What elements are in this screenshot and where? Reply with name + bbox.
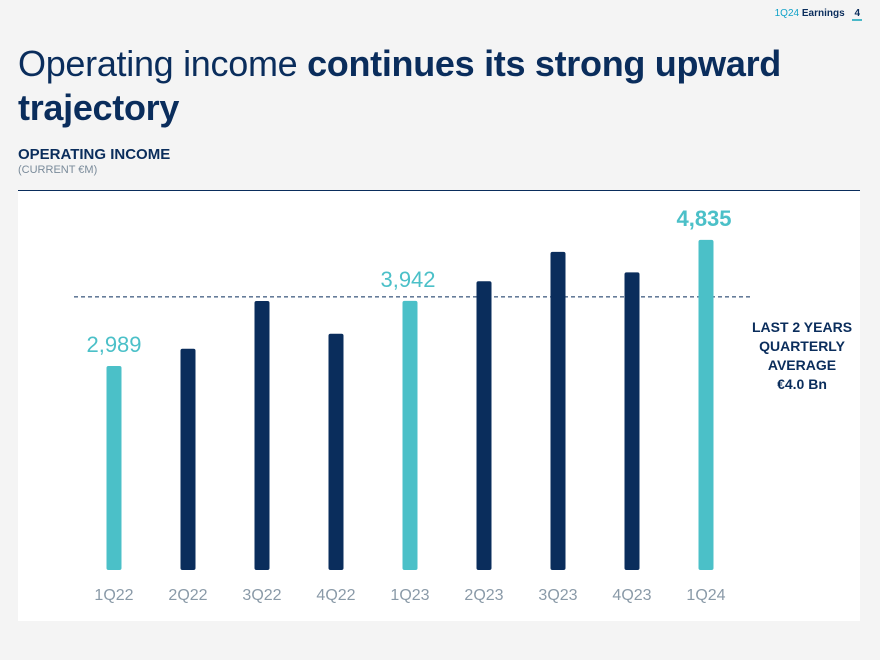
average-label-line: QUARTERLY [759, 338, 845, 354]
bar-3q22 [254, 301, 270, 570]
x-tick-label: 1Q22 [94, 587, 133, 604]
x-tick-label: 4Q23 [612, 587, 651, 604]
header-quarter: 1Q24 [774, 8, 800, 19]
data-label: 4,835 [676, 206, 731, 231]
data-label: 3,942 [380, 267, 435, 292]
bar-1q22 [106, 365, 122, 570]
header-earnings: Earnings [801, 8, 845, 19]
bar-1q24 [698, 239, 714, 570]
x-tick-label: 3Q23 [538, 587, 577, 604]
x-tick-label: 4Q22 [316, 587, 355, 604]
data-label: 2,989 [86, 332, 141, 357]
chart-panel [18, 191, 860, 621]
x-tick-label: 1Q23 [390, 587, 429, 604]
x-tick-label: 1Q24 [686, 587, 725, 604]
average-label-line: AVERAGE [768, 357, 836, 373]
page-header: 1Q24 Earnings 4 [774, 8, 862, 21]
title-bold: continues its strong upward trajectory [18, 43, 781, 128]
page-title: Operating income continues its strong up… [18, 42, 858, 130]
page-number: 4 [852, 8, 862, 21]
title-light: Operating income [18, 43, 308, 84]
x-tick-label: 2Q23 [464, 587, 503, 604]
chart-title: OPERATING INCOME [18, 146, 171, 163]
x-tick-label: 2Q22 [168, 587, 207, 604]
bar-4q23 [624, 272, 640, 570]
average-label-line: LAST 2 YEARS [752, 319, 852, 335]
chart-subtitle: (CURRENT €M) [18, 164, 98, 176]
bar-1q23 [402, 300, 418, 570]
bar-4q22 [328, 333, 344, 570]
bar-2q22 [180, 348, 196, 570]
average-label-line: €4.0 Bn [777, 376, 827, 392]
section-divider [18, 190, 860, 191]
bar-3q23 [550, 251, 566, 570]
x-tick-label: 3Q22 [242, 587, 281, 604]
bar-2q23 [476, 281, 492, 570]
